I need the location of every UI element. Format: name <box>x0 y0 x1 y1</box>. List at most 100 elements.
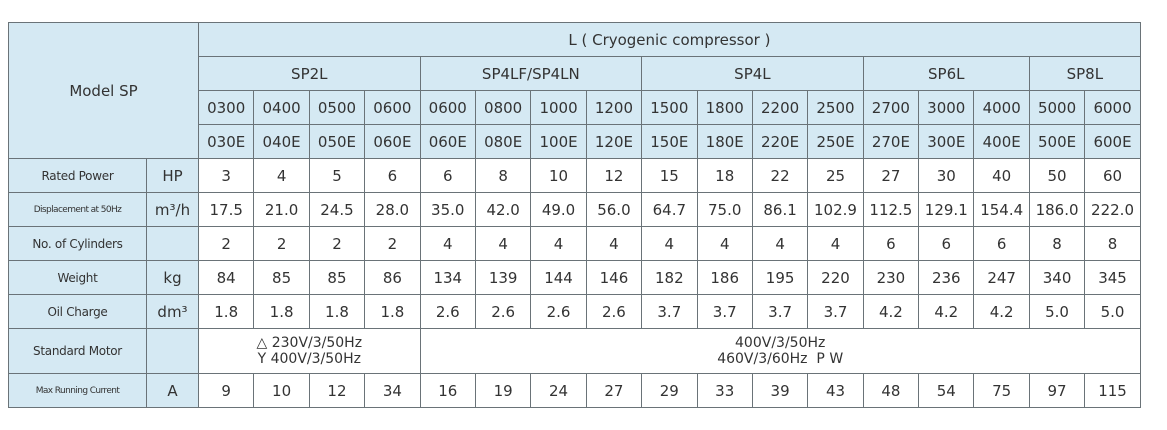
motor-line: △ 230V/3/50Hz <box>256 335 363 351</box>
value-cell: 236 <box>918 260 975 295</box>
value-cell: 56.0 <box>585 192 643 227</box>
model-code: 2500 <box>807 90 864 125</box>
value-cell: 86 <box>364 260 421 295</box>
value-cell: 12 <box>585 158 643 193</box>
value-cell: 30 <box>918 158 975 193</box>
value-cell: 134 <box>419 260 476 295</box>
row-unit: A <box>146 373 199 408</box>
value-cell: 86.1 <box>751 192 809 227</box>
value-cell: 139 <box>474 260 532 295</box>
model-code: 1000 <box>530 90 587 125</box>
value-cell: 21.0 <box>253 192 310 227</box>
spec-table: Model SP L ( Cryogenic compressor ) SP2L SP… <box>8 22 1141 408</box>
model-code: 3000 <box>918 90 975 125</box>
table-row: Displacement at 50Hz m³/h 17.5 21.0 24.5 28.0… <box>8 192 1141 227</box>
value-cell: 1.8 <box>308 294 366 329</box>
table-row: Max Running Current A 9 10 12 34 16 19 24 27 29 33 3… <box>8 373 1141 408</box>
motor-cell: 400V/3/50Hz 460V/3/60Hz P W <box>419 328 1141 374</box>
value-cell: 12 <box>308 373 366 408</box>
row-label: Max Running Current <box>8 373 147 408</box>
value-cell: 5.0 <box>1084 294 1141 329</box>
value-cell: 97 <box>1028 373 1086 408</box>
value-cell: 15 <box>641 158 698 193</box>
value-cell: 247 <box>973 260 1030 295</box>
value-cell: 24 <box>530 373 587 408</box>
row-unit: dm³ <box>146 294 199 329</box>
value-cell: 16 <box>419 373 476 408</box>
value-cell: 9 <box>197 373 255 408</box>
value-cell: 220 <box>807 260 864 295</box>
value-cell: 40 <box>973 158 1030 193</box>
value-cell: 2 <box>364 226 421 261</box>
model-code: 220E <box>751 124 809 159</box>
value-cell: 85 <box>253 260 310 295</box>
value-cell: 8 <box>1028 226 1086 261</box>
model-code: 250E <box>807 124 864 159</box>
value-cell: 144 <box>530 260 587 295</box>
model-code: 040E <box>253 124 310 159</box>
value-cell: 6 <box>862 226 920 261</box>
model-code: 6000 <box>1084 90 1141 125</box>
motor-line: 400V/3/50Hz <box>735 335 826 351</box>
value-cell: 146 <box>585 260 643 295</box>
value-cell: 2.6 <box>585 294 643 329</box>
model-code: 2700 <box>862 90 920 125</box>
group-header: SP8L <box>1028 56 1141 91</box>
model-code: 0400 <box>253 90 310 125</box>
value-cell: 10 <box>253 373 310 408</box>
value-cell: 75.0 <box>696 192 753 227</box>
table-row: Rated Power HP 3 4 5 6 6 8 10 12 15 18 22 25 27 30 40 50 6… <box>8 158 1141 193</box>
row-label: No. of Cylinders <box>8 226 147 261</box>
value-cell: 115 <box>1084 373 1141 408</box>
model-code: 0600 <box>364 90 421 125</box>
model-code: 120E <box>585 124 643 159</box>
model-code: 030E <box>197 124 255 159</box>
value-cell: 64.7 <box>641 192 698 227</box>
value-cell: 186 <box>696 260 753 295</box>
value-cell: 1.8 <box>197 294 255 329</box>
model-code: 060E <box>364 124 421 159</box>
value-cell: 4 <box>751 226 809 261</box>
value-cell: 4 <box>530 226 587 261</box>
table-row: Oil Charge dm³ 1.8 1.8 1.8 1.8 2.6 2.6 2.6 2.6 3.7… <box>8 294 1141 329</box>
table-row: SP2L SP4LF/SP4LN SP4L SP6L SP8L <box>9 56 1141 91</box>
value-cell: 75 <box>973 373 1030 408</box>
value-cell: 6 <box>364 158 421 193</box>
value-cell: 4.2 <box>918 294 975 329</box>
value-cell: 3.7 <box>751 294 809 329</box>
value-cell: 50 <box>1028 158 1086 193</box>
value-cell: 230 <box>862 260 920 295</box>
row-unit: HP <box>146 158 199 193</box>
model-code: 1800 <box>696 90 753 125</box>
value-cell: 3.7 <box>696 294 753 329</box>
value-cell: 4.2 <box>862 294 920 329</box>
value-cell: 48 <box>862 373 920 408</box>
model-code: 0800 <box>474 90 532 125</box>
value-cell: 3.7 <box>807 294 864 329</box>
value-cell: 4 <box>585 226 643 261</box>
value-cell: 1.8 <box>253 294 310 329</box>
model-header: Model SP <box>8 22 199 159</box>
value-cell: 60 <box>1084 158 1141 193</box>
row-label: Rated Power <box>8 158 147 193</box>
value-cell: 1.8 <box>364 294 421 329</box>
model-code: 270E <box>862 124 920 159</box>
value-cell: 25 <box>807 158 864 193</box>
table-row: Weight kg 84 85 85 86 134 139 144 146 182 186 195 220… <box>8 260 1141 295</box>
group-header: SP6L <box>862 56 1030 91</box>
model-code: 1500 <box>641 90 698 125</box>
value-cell: 4 <box>641 226 698 261</box>
model-code: 060E <box>419 124 476 159</box>
table-row: 0300 0400 0500 0600 0600 0800 1000 1200 1500 1800… <box>9 90 1141 125</box>
value-cell: 154.4 <box>973 192 1030 227</box>
model-code: 600E <box>1084 124 1141 159</box>
value-cell: 85 <box>308 260 366 295</box>
value-cell: 2 <box>197 226 255 261</box>
model-code: 5000 <box>1028 90 1086 125</box>
value-cell: 39 <box>751 373 809 408</box>
model-code: 180E <box>696 124 753 159</box>
value-cell: 43 <box>807 373 864 408</box>
value-cell: 33 <box>696 373 753 408</box>
value-cell: 4 <box>696 226 753 261</box>
value-cell: 54 <box>918 373 975 408</box>
